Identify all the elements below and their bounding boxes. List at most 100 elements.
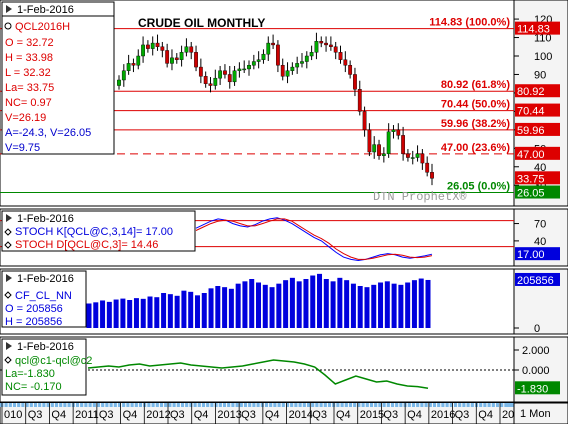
candle-body — [194, 52, 198, 68]
stoch-ytick-label: 40 — [534, 236, 546, 248]
cot-bar — [323, 279, 329, 328]
cot-ytick-label: 0 — [534, 323, 540, 335]
time-axis[interactable]: 010 Q3 Q4 2011 Q3 Q4 2012 Q3 Q4 2013 Q3 Q4 2014 Q3 Q4 2… — [0, 402, 515, 425]
xaxis-label: 2012 — [146, 409, 170, 421]
candle-body — [160, 46, 165, 51]
candle-body — [271, 42, 275, 46]
xaxis-label: Q4 — [123, 409, 138, 421]
cot-bar — [256, 282, 261, 328]
collapse-icon[interactable] — [6, 274, 12, 282]
candle-body — [367, 129, 372, 153]
xaxis-label: Q4 — [407, 409, 422, 421]
candle-body — [406, 153, 410, 158]
cot-date: 1-Feb-2016 — [17, 273, 74, 285]
candle-body — [174, 57, 179, 60]
collapse-icon[interactable] — [6, 342, 12, 350]
stat-net-change: NC= 0.97 — [5, 97, 52, 109]
candle-body — [319, 41, 324, 44]
candle-body — [391, 129, 396, 132]
price-tag-bg — [515, 171, 560, 185]
candle-body — [155, 42, 160, 47]
xaxis-label: 20 — [502, 409, 514, 421]
candle-body — [145, 44, 150, 49]
xaxis-label: 2011 — [75, 409, 99, 421]
candle-body — [338, 52, 343, 60]
stat-volatility: V=26.19 — [5, 112, 46, 124]
cot-bar — [147, 296, 153, 328]
xaxis-label: Q4 — [194, 409, 209, 421]
candle-body — [213, 77, 218, 86]
fib-level-label: 80.92 (61.8%) — [441, 79, 510, 91]
cot-bar — [249, 279, 255, 328]
candle-body — [353, 74, 357, 90]
candle-body — [251, 61, 256, 66]
collapse-icon[interactable] — [6, 5, 12, 13]
cot-open: O = 205856 — [5, 303, 63, 315]
price-ytick-label: 100 — [534, 51, 552, 63]
candle-body — [179, 52, 184, 60]
chart-title: CRUDE OIL MONTHLY — [138, 16, 265, 30]
stat-a-v: A=-24.3, V=26.05 — [5, 127, 91, 139]
cot-bar — [405, 282, 411, 328]
cot-bar — [384, 281, 390, 328]
xaxis-label: 2014 — [289, 409, 313, 421]
xaxis-label: Q3 — [99, 409, 114, 421]
fib-level-label: 114.83 (100.0%) — [429, 17, 510, 29]
price-symbol: QCL2016H — [15, 21, 70, 33]
candle-body — [131, 63, 136, 66]
stat-high: H = 33.98 — [5, 52, 53, 64]
diamond-marker-icon — [4, 241, 12, 249]
candle-body — [396, 129, 401, 136]
stoch-ytick-label: 70 — [534, 219, 546, 231]
cot-price-tag: 205856 — [517, 275, 554, 287]
cot-bar — [242, 281, 248, 328]
candle-body — [150, 42, 155, 49]
price-ytick-label: 40 — [534, 162, 546, 174]
stat-open: O = 32.72 — [5, 37, 54, 49]
spread-series-label: qcl@c1-qcl@c2 — [15, 355, 92, 367]
price-date: 1-Feb-2016 — [17, 4, 74, 16]
candle-body — [232, 70, 237, 83]
stat-v2: V=9.75 — [5, 142, 40, 154]
candle-body — [328, 44, 333, 47]
cot-info-box — [1, 270, 87, 328]
cot-bar — [154, 297, 160, 328]
cot-bar — [235, 283, 241, 328]
price-tag: 70.44 — [517, 106, 545, 118]
cot-bar — [127, 300, 133, 328]
candle-body — [300, 61, 304, 64]
cot-bar — [276, 283, 282, 328]
candle-body — [280, 65, 285, 77]
candle-body — [324, 42, 328, 46]
collapse-icon[interactable] — [6, 214, 12, 222]
interval-label[interactable]: 1 Mon — [520, 408, 551, 420]
candle-body — [136, 55, 141, 66]
candle-body — [290, 66, 295, 71]
price-panel: 114.83 (100.0%) 80.92 (61.8%) 70.44 (50.0%… — [0, 0, 568, 207]
price-tag-bg — [515, 103, 560, 117]
fib-level-label: 47.00 (23.6%) — [441, 142, 510, 154]
xaxis-label: Q3 — [383, 409, 398, 421]
candle-body — [117, 79, 121, 86]
price-tag: 114.83 — [517, 24, 550, 36]
spread-price-tag-bg — [515, 381, 560, 395]
stoch-info-box — [1, 210, 196, 252]
spread-date: 1-Feb-2016 — [17, 341, 74, 353]
cot-bar — [86, 303, 92, 328]
cot-bar — [350, 283, 356, 328]
cot-bar — [161, 293, 167, 328]
candle-body — [242, 68, 247, 71]
candle-body — [189, 46, 194, 53]
spread-series-line — [87, 359, 429, 390]
cot-bar — [93, 302, 99, 328]
spread-price-tag: -1.830 — [517, 383, 548, 395]
cot-bar — [425, 279, 431, 328]
cot-bar — [391, 283, 397, 328]
candle-body — [295, 63, 300, 68]
cot-bar — [140, 298, 146, 328]
candle-body — [362, 111, 367, 131]
cot-series-label: CF_CL_NN — [15, 290, 72, 302]
spread-ytick-label: 0.000 — [522, 365, 550, 377]
stoch-series-line — [195, 218, 433, 260]
spread-last: La=-1.830 — [5, 368, 55, 380]
